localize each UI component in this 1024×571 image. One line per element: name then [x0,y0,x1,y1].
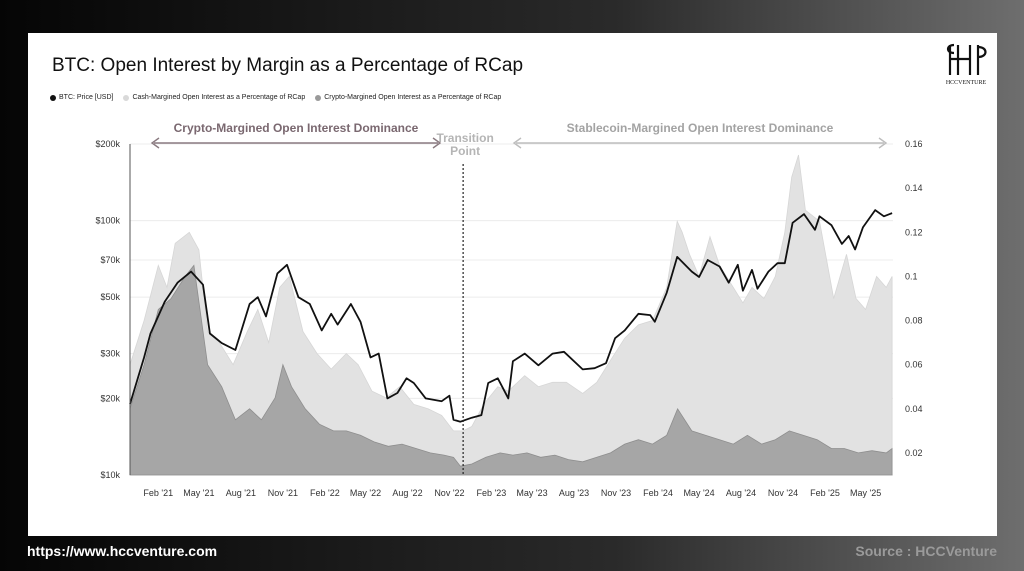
x-tick-9: May '23 [516,488,547,498]
x-tick-6: Aug '22 [392,488,422,498]
y-tick-right-4: 0.1 [905,271,918,281]
legend-dot-crypto [315,94,322,101]
y-tick-right-3: 0.08 [905,316,923,326]
chart-card: BTC: Open Interest by Margin as a Percen… [28,33,997,536]
x-tick-12: Feb '24 [643,488,673,498]
logo-text: HCCVENTURE [946,80,987,86]
y-tick-left-4: $70k [100,255,120,265]
y-tick-left-6: $200k [95,139,120,149]
annotation-left-arrowhead-right [432,137,442,149]
x-tick-0: Feb '21 [143,488,173,498]
y-tick-right-0: 0.02 [905,448,923,458]
legend-item-cash: Cash-Margined Open Interest as a Percent… [123,94,305,101]
annotation-left-arrowhead-left [150,137,160,149]
x-tick-14: Aug '24 [726,488,756,498]
annotation-left-label: Crypto-Margined Open Interest Dominance [174,121,419,135]
chart-title: BTC: Open Interest by Margin as a Percen… [52,55,524,76]
x-tick-8: Feb '23 [477,488,507,498]
legend-label-price: BTC: Price [USD] [59,94,114,101]
y-tick-right-7: 0.16 [905,139,923,149]
legend-label-cash: Cash-Margined Open Interest as a Percent… [132,94,306,101]
y-tick-right-6: 0.14 [905,183,923,193]
x-tick-16: Feb '25 [810,488,840,498]
x-tick-2: Aug '21 [226,488,256,498]
legend-dot-price [50,94,56,101]
chart-plot: $10k $20k $30k $50k $70k $100k $200k 0.02 0.04 0.… [95,121,923,498]
x-tick-13: May '24 [683,488,714,498]
legend-item-price: BTC: Price [USD] [50,94,113,101]
chart-legend: BTC: Price [USD] Cash-Margined Open Inte… [50,94,501,101]
series-cash-area [129,154,893,476]
x-tick-4: Feb '22 [310,488,340,498]
x-tick-17: May '25 [850,488,881,498]
transition-label-line1: Transition [436,131,493,145]
x-tick-7: Nov '22 [434,488,464,498]
y-tick-left-5: $100k [95,216,120,226]
y-tick-right-5: 0.12 [905,227,923,237]
x-tick-11: Nov '23 [601,488,631,498]
x-tick-10: Aug '23 [559,488,589,498]
y-tick-right-1: 0.04 [905,404,923,414]
annotation-right-arrowhead-right [878,137,888,149]
series-price-line [129,209,893,423]
y-tick-left-1: $20k [100,393,120,403]
annotation-right-label: Stablecoin-Margined Open Interest Domina… [567,121,834,135]
x-tick-3: Nov '21 [268,488,298,498]
hccventure-logo: HCCVENTURE [946,43,987,86]
source-credit: Source : HCCVenture [855,543,997,559]
legend-dot-cash [123,94,130,101]
y-tick-left-0: $10k [100,470,120,480]
transition-label-line2: Point [450,144,480,158]
legend-label-crypto: Crypto-Margined Open Interest as a Perce… [324,94,502,101]
x-tick-15: Nov '24 [768,488,798,498]
x-tick-5: May '22 [350,488,381,498]
y-tick-left-2: $30k [100,349,120,359]
x-tick-1: May '21 [183,488,214,498]
y-tick-right-2: 0.06 [905,360,923,370]
series-crypto-area [129,264,893,476]
annotation-right-arrowhead-left [512,137,522,149]
legend-item-crypto: Crypto-Margined Open Interest as a Perce… [315,94,501,101]
y-tick-left-3: $50k [100,292,120,302]
website-link[interactable]: https://www.hccventure.com [27,543,218,559]
